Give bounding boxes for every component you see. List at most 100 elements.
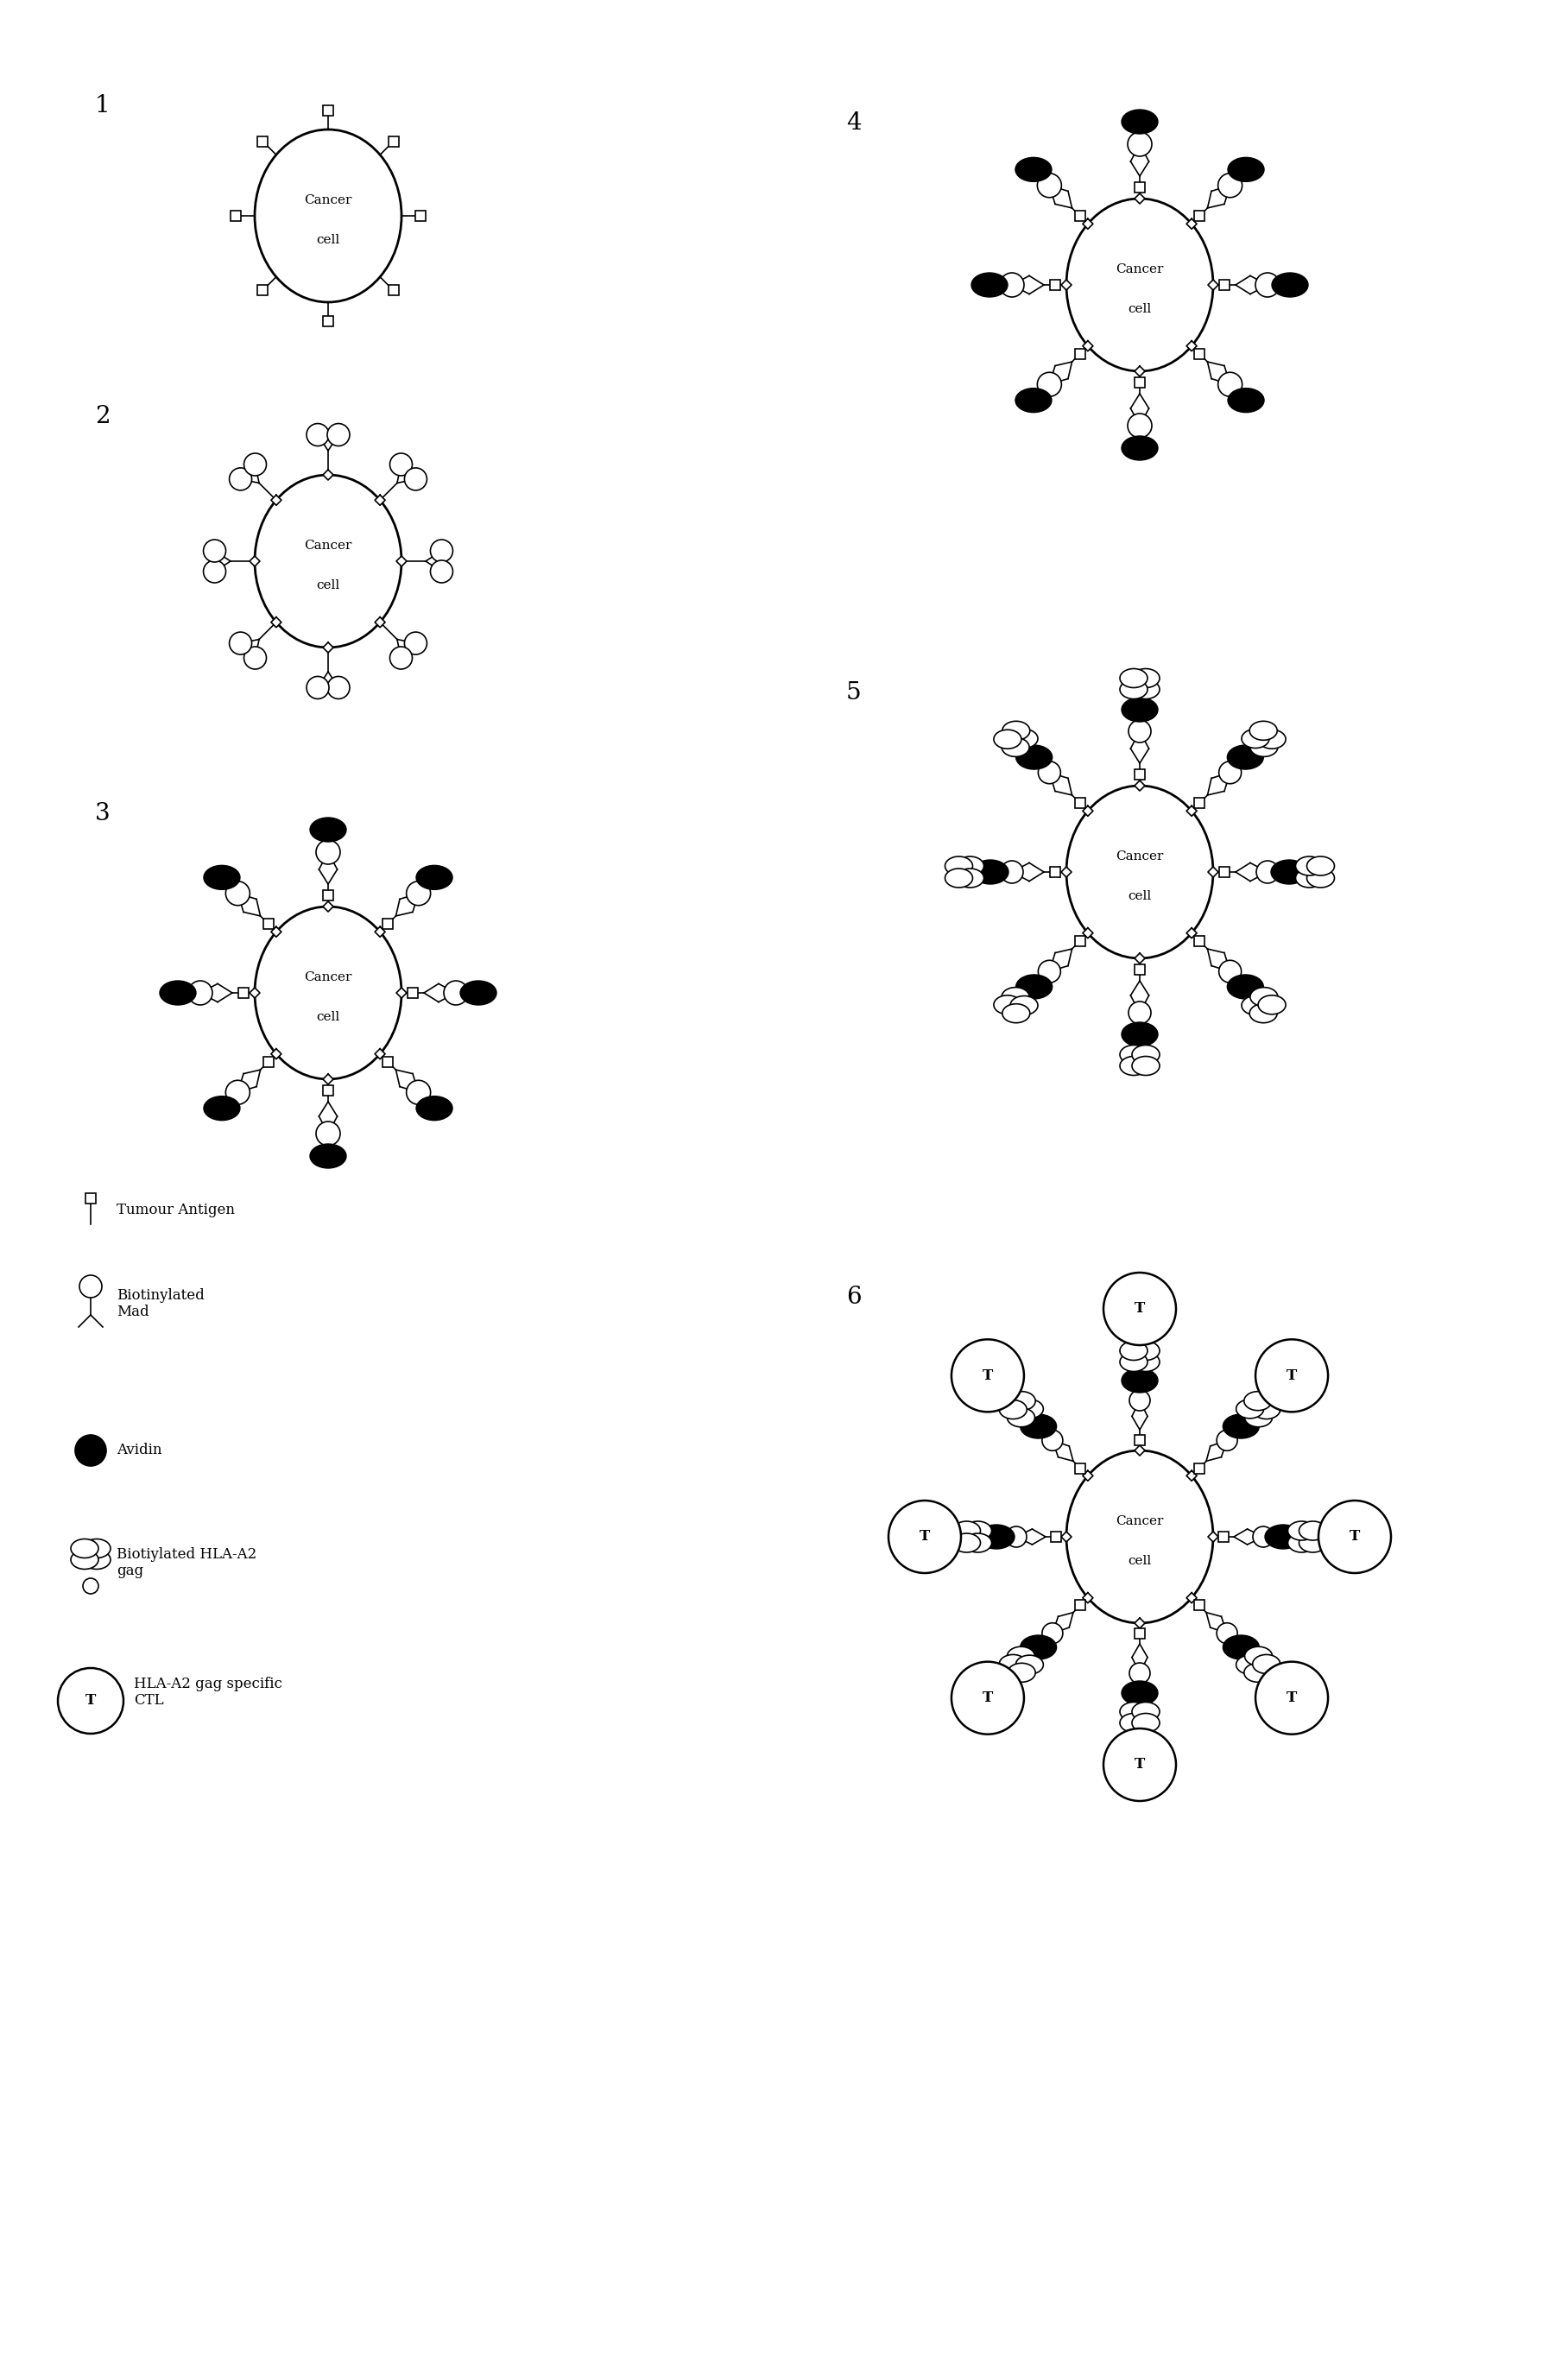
- Bar: [1218, 1532, 1229, 1541]
- Ellipse shape: [1132, 1353, 1160, 1372]
- Ellipse shape: [1250, 721, 1278, 740]
- Circle shape: [204, 561, 226, 582]
- Ellipse shape: [1242, 997, 1269, 1016]
- Circle shape: [406, 882, 431, 905]
- Circle shape: [1129, 719, 1151, 742]
- Ellipse shape: [1250, 988, 1278, 1006]
- Ellipse shape: [83, 1539, 110, 1558]
- Bar: [383, 1056, 394, 1068]
- Polygon shape: [323, 1075, 334, 1084]
- Ellipse shape: [994, 995, 1021, 1014]
- Ellipse shape: [971, 273, 1008, 297]
- Polygon shape: [271, 926, 281, 938]
- Ellipse shape: [1002, 721, 1030, 740]
- Circle shape: [1218, 372, 1242, 396]
- Ellipse shape: [1253, 1655, 1279, 1673]
- Ellipse shape: [1250, 738, 1278, 757]
- Polygon shape: [1082, 342, 1093, 351]
- Text: cell: cell: [317, 580, 340, 592]
- Ellipse shape: [1121, 111, 1157, 134]
- Ellipse shape: [1287, 1534, 1316, 1553]
- Bar: [1135, 964, 1145, 976]
- Text: Cancer: Cancer: [304, 971, 351, 983]
- Bar: [257, 137, 268, 146]
- Circle shape: [1256, 273, 1279, 297]
- Polygon shape: [1207, 1532, 1218, 1541]
- Ellipse shape: [1245, 1648, 1272, 1666]
- Ellipse shape: [1016, 1655, 1043, 1673]
- Circle shape: [1038, 372, 1062, 396]
- Text: T: T: [1134, 1758, 1145, 1772]
- Ellipse shape: [1010, 997, 1038, 1016]
- Polygon shape: [375, 618, 386, 627]
- Circle shape: [1104, 1273, 1176, 1346]
- Bar: [323, 106, 334, 115]
- Ellipse shape: [1298, 1520, 1327, 1539]
- Polygon shape: [271, 495, 281, 504]
- Text: cell: cell: [317, 1011, 340, 1023]
- Ellipse shape: [1245, 1407, 1272, 1426]
- Polygon shape: [1062, 280, 1071, 290]
- Ellipse shape: [953, 1520, 980, 1539]
- Ellipse shape: [1121, 1369, 1157, 1393]
- Circle shape: [226, 882, 249, 905]
- Polygon shape: [271, 1049, 281, 1058]
- Ellipse shape: [956, 856, 983, 874]
- Polygon shape: [323, 469, 334, 481]
- Ellipse shape: [254, 474, 401, 648]
- Bar: [1074, 797, 1085, 808]
- Text: 5: 5: [847, 681, 861, 705]
- Bar: [323, 1084, 334, 1096]
- Text: 1: 1: [96, 94, 110, 118]
- Circle shape: [1000, 273, 1024, 297]
- Ellipse shape: [1120, 1341, 1148, 1360]
- Polygon shape: [1135, 1445, 1145, 1457]
- Polygon shape: [1187, 219, 1196, 229]
- Text: cell: cell: [1127, 1556, 1151, 1567]
- Polygon shape: [397, 988, 406, 997]
- Bar: [257, 285, 268, 295]
- Circle shape: [1218, 761, 1242, 785]
- Text: Tumour Antigen: Tumour Antigen: [116, 1202, 235, 1219]
- Text: 2: 2: [96, 405, 110, 429]
- Ellipse shape: [1120, 1056, 1148, 1075]
- Ellipse shape: [1016, 1400, 1043, 1419]
- Polygon shape: [397, 556, 406, 566]
- Text: T: T: [983, 1690, 993, 1706]
- Ellipse shape: [1132, 1056, 1160, 1075]
- Circle shape: [1319, 1501, 1391, 1572]
- Circle shape: [1256, 1339, 1328, 1412]
- Ellipse shape: [999, 1400, 1027, 1419]
- Text: 3: 3: [96, 801, 110, 825]
- Bar: [263, 1056, 273, 1068]
- Circle shape: [952, 1339, 1024, 1412]
- Bar: [323, 316, 334, 325]
- Ellipse shape: [1228, 976, 1264, 999]
- Polygon shape: [1135, 1617, 1145, 1629]
- Bar: [1195, 936, 1204, 945]
- Bar: [1051, 867, 1060, 877]
- Text: 4: 4: [847, 111, 861, 134]
- Polygon shape: [1135, 193, 1145, 203]
- Ellipse shape: [1258, 731, 1286, 750]
- Circle shape: [1129, 1662, 1149, 1683]
- Bar: [383, 919, 394, 929]
- Ellipse shape: [1132, 1341, 1160, 1360]
- Circle shape: [406, 1080, 431, 1105]
- Circle shape: [1218, 174, 1242, 198]
- Ellipse shape: [994, 731, 1021, 750]
- Ellipse shape: [1016, 745, 1052, 768]
- Ellipse shape: [1223, 1414, 1259, 1438]
- Bar: [263, 919, 273, 929]
- Ellipse shape: [1295, 856, 1323, 874]
- Ellipse shape: [416, 865, 453, 889]
- Ellipse shape: [1007, 1407, 1035, 1426]
- Bar: [1074, 349, 1085, 358]
- Polygon shape: [1082, 929, 1093, 938]
- Polygon shape: [271, 618, 281, 627]
- Ellipse shape: [1016, 389, 1052, 412]
- Polygon shape: [1207, 280, 1218, 290]
- Circle shape: [58, 1669, 124, 1735]
- Polygon shape: [249, 556, 260, 566]
- Ellipse shape: [1016, 976, 1052, 999]
